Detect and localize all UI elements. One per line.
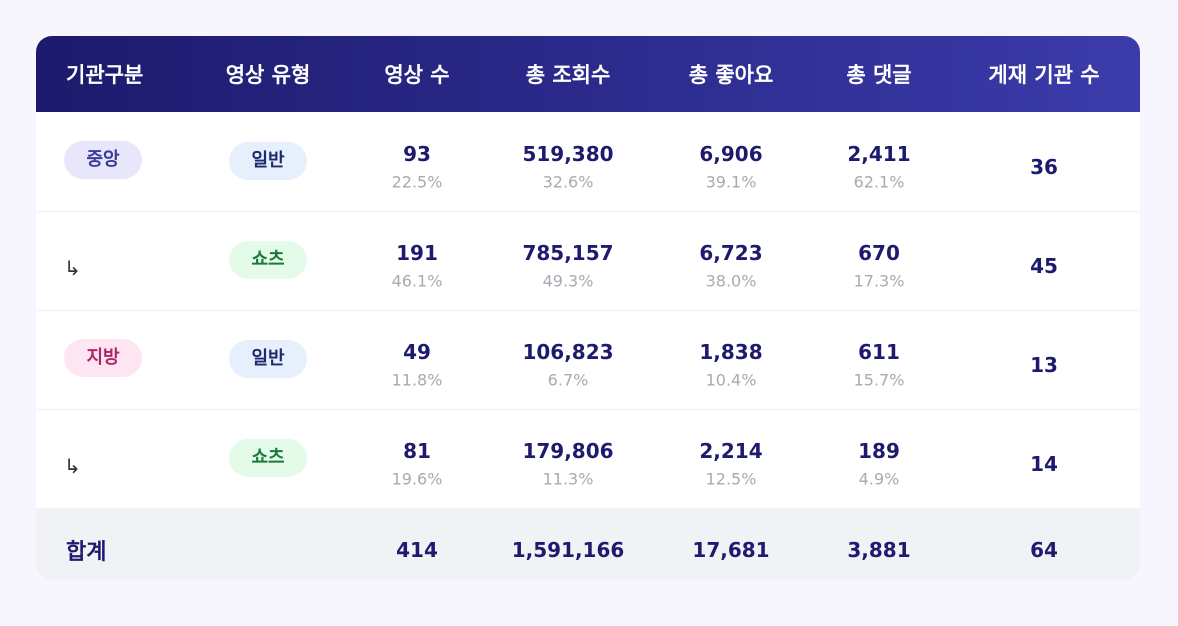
cell-share: 32.6% (542, 172, 594, 192)
sub-row-arrow: ↳ (64, 256, 81, 280)
column-header: 총 좋아요 (688, 63, 774, 87)
column-header: 영상 수 (384, 63, 450, 87)
cell-share: 39.1% (705, 172, 757, 192)
cell-value: 2,214 (699, 439, 763, 463)
cell-value: 2,411 (847, 142, 911, 166)
cell-share: 15.7% (853, 370, 905, 390)
type-badge: 일반 (229, 142, 307, 180)
cell-value: 13 (1030, 353, 1058, 377)
total-label: 합계 (66, 540, 107, 565)
row-separator (36, 211, 1140, 212)
cell-share: 12.5% (705, 469, 757, 489)
table-header (36, 36, 1140, 112)
cell-share: 49.3% (542, 271, 594, 291)
column-header: 총 댓글 (846, 63, 912, 87)
cell-value: 45 (1030, 254, 1058, 278)
org-badge: 지방 (64, 339, 142, 377)
total-row (36, 508, 1140, 580)
sub-row-arrow: ↳ (64, 454, 81, 478)
cell-value: 14 (1030, 452, 1058, 476)
type-badge: 일반 (229, 340, 307, 378)
cell-share: 17.3% (853, 271, 905, 291)
type-badge: 쇼츠 (229, 439, 307, 477)
cell-share: 4.9% (858, 469, 900, 489)
cell-value: 179,806 (522, 439, 614, 463)
cell-share: 22.5% (391, 172, 443, 192)
cell-value: 81 (403, 439, 431, 463)
column-header: 게재 기관 수 (988, 63, 1100, 87)
type-badge: 쇼츠 (229, 241, 307, 279)
cell-value: 36 (1030, 155, 1058, 179)
total-value: 64 (1030, 538, 1058, 562)
column-header: 기관구분 (66, 63, 144, 87)
cell-value: 6,723 (699, 241, 763, 265)
cell-share: 38.0% (705, 271, 757, 291)
cell-value: 670 (858, 241, 900, 265)
cell-value: 611 (858, 340, 900, 364)
row-separator (36, 409, 1140, 410)
cell-share: 10.4% (705, 370, 757, 390)
column-header: 총 조회수 (525, 63, 611, 87)
cell-share: 11.8% (391, 370, 443, 390)
total-value: 1,591,166 (511, 538, 625, 562)
cell-value: 49 (403, 340, 431, 364)
cell-share: 46.1% (391, 271, 443, 291)
column-header: 영상 유형 (225, 63, 311, 87)
cell-value: 6,906 (699, 142, 763, 166)
cell-value: 93 (403, 142, 431, 166)
total-value: 3,881 (847, 538, 911, 562)
cell-value: 785,157 (522, 241, 614, 265)
cell-share: 62.1% (853, 172, 905, 192)
row-separator (36, 310, 1140, 311)
cell-share: 6.7% (547, 370, 589, 390)
cell-share: 11.3% (542, 469, 594, 489)
cell-value: 189 (858, 439, 900, 463)
total-value: 17,681 (692, 538, 770, 562)
cell-value: 519,380 (522, 142, 614, 166)
total-value: 414 (396, 538, 438, 562)
org-badge: 중앙 (64, 141, 142, 179)
cell-share: 19.6% (391, 469, 443, 489)
cell-value: 1,838 (699, 340, 763, 364)
cell-value: 106,823 (522, 340, 614, 364)
cell-value: 191 (396, 241, 438, 265)
